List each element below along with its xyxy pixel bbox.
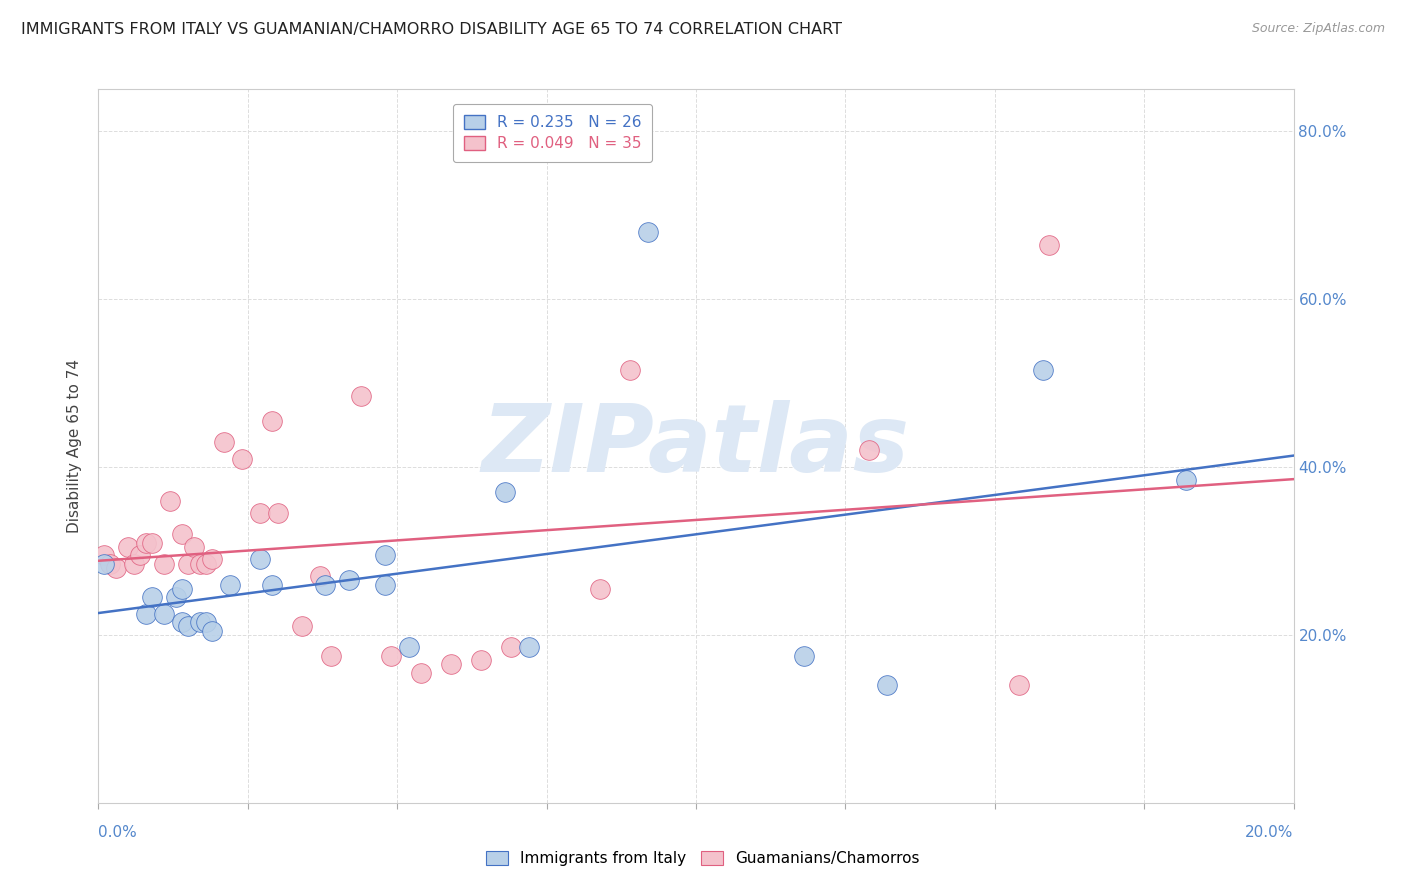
Point (105, 560, 128, 574)
Point (117, 540, 139, 554)
Point (172, 582, 194, 596)
Point (141, 535, 163, 549)
Point (231, 451, 253, 466)
Point (380, 648, 402, 663)
Point (93, 557, 115, 571)
Point (135, 535, 157, 549)
Point (637, 225, 659, 239)
Point (219, 577, 242, 591)
Point (183, 540, 205, 554)
Point (267, 506, 290, 520)
Point (100, 557, 122, 571)
Point (260, 414, 283, 428)
Point (93, 548, 115, 562)
Point (440, 657, 463, 672)
Point (339, 574, 360, 588)
Point (249, 506, 271, 520)
Point (195, 615, 218, 630)
Point (177, 557, 200, 571)
Legend: R = 0.235   N = 26, R = 0.049   N = 35: R = 0.235 N = 26, R = 0.049 N = 35 (453, 104, 652, 161)
Point (195, 557, 218, 571)
Point (411, 665, 433, 680)
Point (374, 548, 396, 562)
Text: 20.0%: 20.0% (1246, 825, 1294, 840)
Point (499, 640, 522, 655)
Point (135, 607, 157, 621)
Point (212, 434, 235, 449)
Point (153, 607, 176, 621)
Y-axis label: Disability Age 65 to 74: Disability Age 65 to 74 (67, 359, 83, 533)
Point (793, 648, 815, 663)
Point (308, 569, 330, 583)
Point (374, 577, 396, 591)
Text: ZIPatlas: ZIPatlas (482, 400, 910, 492)
Point (858, 443, 880, 458)
Point (589, 582, 612, 596)
Point (201, 552, 224, 566)
Point (165, 590, 187, 604)
Point (249, 552, 271, 566)
Point (260, 577, 283, 591)
Point (470, 653, 492, 667)
Text: IMMIGRANTS FROM ITALY VS GUAMANIAN/CHAMORRO DISABILITY AGE 65 TO 74 CORRELATION : IMMIGRANTS FROM ITALY VS GUAMANIAN/CHAMO… (21, 22, 842, 37)
Point (177, 619, 200, 633)
Legend: Immigrants from Italy, Guamanians/Chamorros: Immigrants from Italy, Guamanians/Chamor… (477, 841, 929, 875)
Point (315, 577, 337, 591)
Point (876, 678, 898, 692)
Point (1175, 473, 1198, 487)
Point (494, 485, 516, 500)
Point (291, 619, 314, 633)
Point (619, 363, 641, 377)
Point (188, 557, 211, 571)
Point (129, 548, 152, 562)
Point (172, 527, 194, 541)
Point (398, 640, 420, 655)
Point (321, 648, 343, 663)
Text: Source: ZipAtlas.com: Source: ZipAtlas.com (1251, 22, 1385, 36)
Text: 0.0%: 0.0% (98, 825, 138, 840)
Point (159, 493, 181, 508)
Point (517, 640, 540, 655)
Point (172, 615, 194, 630)
Point (1007, 678, 1029, 692)
Point (141, 590, 163, 604)
Point (1032, 363, 1054, 377)
Point (124, 557, 146, 571)
Point (1038, 237, 1060, 252)
Point (188, 615, 211, 630)
Point (153, 557, 176, 571)
Point (201, 624, 224, 638)
Point (350, 389, 373, 403)
